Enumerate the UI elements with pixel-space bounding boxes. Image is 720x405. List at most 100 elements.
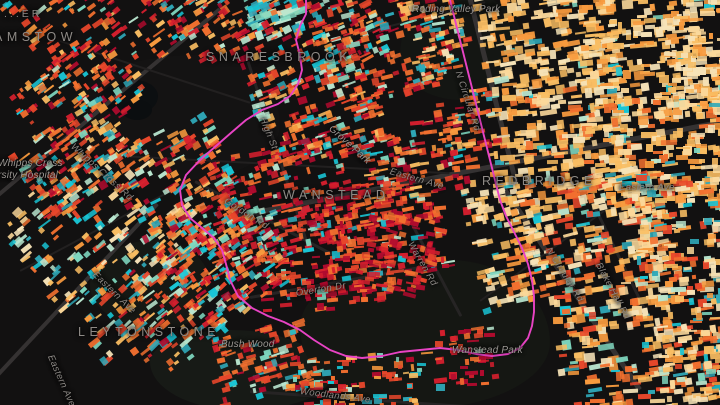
building-footprint: [639, 275, 648, 279]
building-footprint: [259, 353, 269, 361]
building-footprint: [672, 77, 682, 83]
building-footprint: [96, 325, 110, 339]
building-footprint: [579, 5, 588, 14]
building-footprint: [207, 150, 216, 160]
building-footprint: [330, 306, 336, 311]
building-footprint: [652, 100, 661, 106]
building-footprint: [498, 33, 506, 42]
building-footprint: [489, 172, 501, 177]
building-footprint: [293, 35, 301, 41]
building-footprint: [113, 120, 122, 128]
building-footprint: [309, 103, 317, 109]
building-footprint: [268, 54, 278, 61]
building-footprint: [541, 236, 551, 246]
building-footprint: [412, 85, 423, 93]
building-footprint: [701, 330, 711, 337]
building-footprint: [219, 362, 229, 370]
building-footprint: [129, 40, 137, 48]
building-footprint: [695, 112, 704, 120]
building-footprint: [641, 307, 649, 316]
building-footprint: [531, 78, 543, 89]
building-footprint: [707, 124, 715, 133]
building-footprint: [417, 235, 429, 239]
building-footprint: [327, 297, 339, 303]
building-footprint: [644, 161, 654, 169]
building-footprint: [676, 146, 691, 150]
building-footprint: [465, 221, 472, 227]
building-footprint: [583, 53, 589, 60]
building-footprint: [584, 39, 595, 45]
building-footprint: [371, 365, 383, 370]
building-footprint: [460, 365, 469, 369]
building-footprint: [287, 216, 297, 224]
building-footprint: [460, 187, 470, 195]
building-footprint: [117, 32, 126, 40]
building-footprint: [653, 184, 664, 191]
building-footprint: [355, 393, 363, 400]
building-footprint: [509, 108, 517, 116]
building-footprint: [486, 285, 497, 292]
building-footprint: [138, 149, 144, 155]
building-footprint: [662, 316, 670, 324]
building-footprint: [531, 97, 549, 104]
building-footprint: [576, 294, 587, 304]
building-footprint: [709, 102, 720, 108]
building-footprint: [556, 119, 565, 129]
building-footprint: [253, 204, 261, 213]
building-footprint: [451, 18, 457, 25]
building-footprint: [506, 286, 514, 296]
building-footprint: [494, 159, 501, 165]
building-footprint: [626, 128, 633, 137]
building-footprint: [558, 57, 571, 65]
building-footprint: [322, 208, 329, 214]
building-footprint: [128, 16, 139, 25]
building-footprint: [688, 349, 698, 355]
building-footprint: [74, 266, 84, 275]
building-footprint: [474, 348, 484, 354]
building-footprint: [611, 117, 619, 128]
building-footprint: [360, 35, 369, 44]
building-footprint: [618, 149, 632, 156]
building-footprint: [320, 180, 328, 186]
building-footprint: [282, 329, 291, 338]
building-footprint: [358, 189, 372, 197]
building-footprint: [675, 295, 685, 303]
building-footprint: [659, 91, 672, 95]
building-footprint: [395, 29, 405, 39]
building-footprint: [242, 45, 249, 53]
building-footprint: [111, 277, 118, 284]
building-footprint: [359, 135, 367, 143]
building-footprint: [526, 122, 536, 130]
building-footprint: [491, 11, 498, 21]
building-footprint: [577, 194, 588, 206]
building-footprint: [639, 224, 649, 235]
building-footprint: [591, 139, 598, 147]
building-footprint: [654, 92, 663, 99]
building-footprint: [265, 169, 273, 176]
building-footprint: [61, 22, 68, 29]
building-footprint: [545, 274, 551, 281]
building-footprint: [179, 154, 186, 162]
building-footprint: [439, 5, 453, 11]
building-footprint: [245, 262, 256, 271]
building-footprint: [589, 311, 597, 319]
building-footprint: [108, 94, 116, 103]
building-footprint: [521, 2, 530, 9]
building-footprint: [290, 277, 295, 286]
building-footprint: [355, 268, 364, 275]
building-footprint: [403, 23, 412, 29]
building-footprint: [586, 254, 593, 260]
building-footprint: [621, 87, 629, 93]
building-footprint: [637, 0, 648, 4]
building-footprint: [674, 194, 686, 204]
building-footprint: [56, 275, 67, 285]
building-footprint: [93, 231, 102, 240]
building-footprint: [202, 128, 209, 135]
building-footprint: [37, 226, 45, 234]
building-footprint: [641, 348, 651, 353]
building-footprint: [637, 393, 651, 400]
building-footprint: [560, 162, 570, 171]
building-footprint: [440, 257, 445, 264]
building-footprint: [703, 76, 710, 86]
